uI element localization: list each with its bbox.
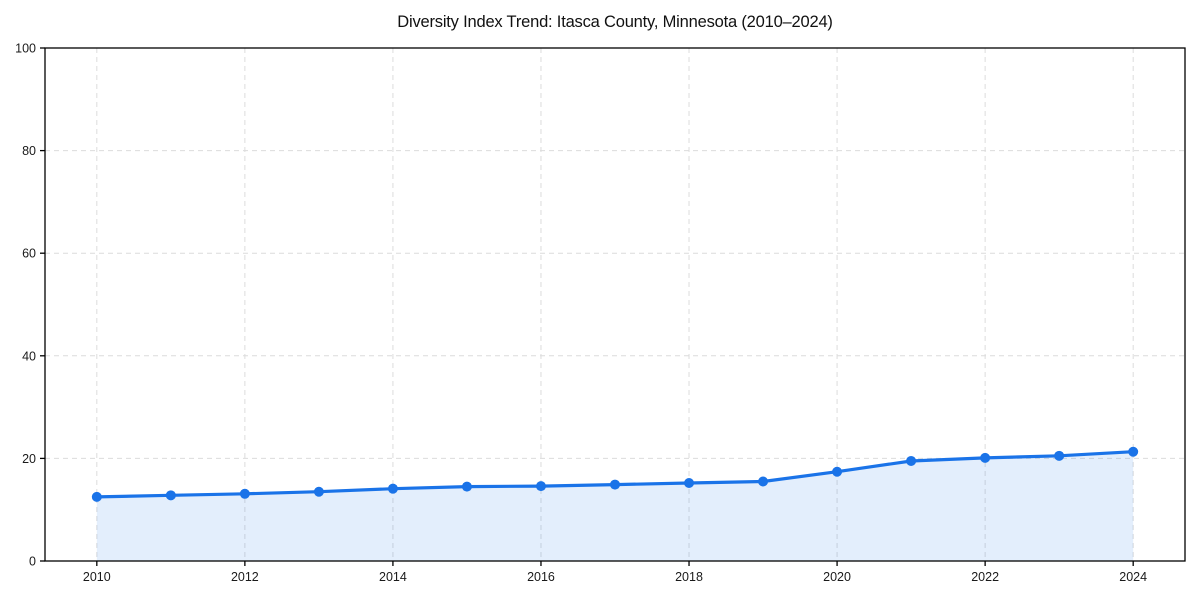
data-point xyxy=(684,478,695,489)
data-point xyxy=(980,452,991,463)
x-tick-label: 2022 xyxy=(971,570,999,584)
data-point xyxy=(758,476,769,487)
data-point xyxy=(165,490,176,501)
points-layer xyxy=(91,446,1139,502)
area-fill xyxy=(96,451,1134,561)
x-tick-label: 2010 xyxy=(83,570,111,584)
x-tick-label: 2020 xyxy=(823,570,851,584)
data-point xyxy=(906,455,917,466)
data-point xyxy=(1054,450,1065,461)
y-tick-label: 80 xyxy=(22,144,36,158)
data-point xyxy=(1128,446,1139,457)
data-point xyxy=(832,466,843,477)
axes-layer xyxy=(40,47,1186,566)
y-tick-label: 20 xyxy=(22,452,36,466)
y-tick-label: 0 xyxy=(29,555,36,569)
tick-labels-layer: 2010 2012 2014 2016 2018 2020 2022 2024 0 20 40 60 8… xyxy=(15,42,1147,585)
x-tick-label: 2018 xyxy=(675,570,703,584)
area-layer xyxy=(96,451,1134,561)
x-tick-label: 2014 xyxy=(379,570,407,584)
data-point xyxy=(313,486,324,497)
y-tick-label: 60 xyxy=(22,247,36,261)
x-tick-label: 2012 xyxy=(231,570,259,584)
chart-title: Diversity Index Trend: Itasca County, Mi… xyxy=(397,13,832,31)
data-point xyxy=(535,481,546,492)
x-tick-label: 2024 xyxy=(1119,570,1147,584)
data-point xyxy=(461,481,472,492)
data-point xyxy=(387,483,398,494)
plot-border xyxy=(44,47,1186,562)
data-point xyxy=(239,488,250,499)
y-tick-label: 40 xyxy=(22,349,36,363)
y-tick-label: 100 xyxy=(15,42,36,56)
data-point xyxy=(610,479,620,490)
data-point xyxy=(91,491,102,502)
x-tick-label: 2016 xyxy=(527,570,555,584)
